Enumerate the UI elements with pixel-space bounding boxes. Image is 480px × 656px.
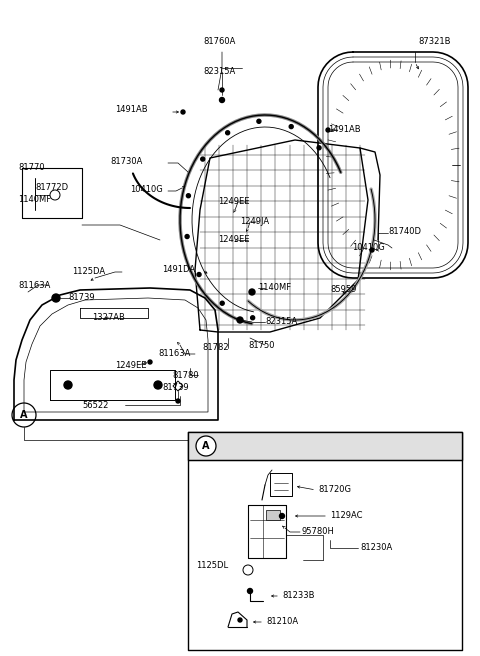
Circle shape bbox=[226, 131, 229, 134]
Text: 1327AB: 1327AB bbox=[92, 314, 125, 323]
Circle shape bbox=[248, 588, 252, 594]
Circle shape bbox=[196, 436, 216, 456]
Circle shape bbox=[251, 316, 255, 319]
Text: 81760A: 81760A bbox=[204, 37, 236, 47]
Text: 81782: 81782 bbox=[202, 344, 228, 352]
Text: 10410G: 10410G bbox=[352, 243, 385, 253]
Text: 81720G: 81720G bbox=[318, 485, 351, 495]
Text: 1125DA: 1125DA bbox=[72, 268, 105, 276]
Text: 95780H: 95780H bbox=[302, 527, 335, 537]
Text: 10410G: 10410G bbox=[130, 186, 163, 194]
Text: A: A bbox=[202, 441, 210, 451]
Circle shape bbox=[370, 248, 374, 252]
Text: 81163A: 81163A bbox=[158, 350, 191, 358]
Text: 1249JA: 1249JA bbox=[240, 218, 269, 226]
Circle shape bbox=[249, 289, 255, 295]
Circle shape bbox=[52, 294, 60, 302]
Text: 81739: 81739 bbox=[68, 293, 95, 302]
Text: 1125DL: 1125DL bbox=[196, 562, 228, 571]
Text: 56522: 56522 bbox=[82, 401, 108, 409]
Circle shape bbox=[279, 514, 285, 518]
Circle shape bbox=[238, 618, 242, 622]
Text: 81163A: 81163A bbox=[18, 281, 50, 291]
Circle shape bbox=[64, 381, 72, 389]
Text: A: A bbox=[20, 410, 28, 420]
Text: 81233B: 81233B bbox=[282, 592, 314, 600]
Circle shape bbox=[289, 125, 293, 129]
Text: 82315A: 82315A bbox=[265, 318, 297, 327]
Circle shape bbox=[326, 128, 330, 132]
Text: 81740D: 81740D bbox=[388, 228, 421, 237]
Text: 87321B: 87321B bbox=[418, 37, 451, 47]
Bar bbox=[266, 510, 280, 520]
Circle shape bbox=[201, 157, 205, 161]
Text: 81210A: 81210A bbox=[266, 617, 298, 626]
Text: 1491AB: 1491AB bbox=[328, 125, 360, 134]
Text: 81750: 81750 bbox=[248, 340, 275, 350]
Text: 81780: 81780 bbox=[172, 371, 199, 380]
Circle shape bbox=[237, 317, 243, 323]
Circle shape bbox=[257, 119, 261, 123]
Circle shape bbox=[181, 110, 185, 114]
Text: 81230A: 81230A bbox=[360, 544, 392, 552]
Circle shape bbox=[50, 190, 60, 200]
Circle shape bbox=[176, 399, 180, 403]
Bar bbox=[188, 432, 462, 460]
Circle shape bbox=[185, 235, 189, 239]
Circle shape bbox=[243, 565, 253, 575]
Circle shape bbox=[220, 88, 224, 92]
Text: 1129AC: 1129AC bbox=[330, 512, 362, 520]
Text: 82315A: 82315A bbox=[204, 68, 236, 77]
Text: 81739: 81739 bbox=[162, 384, 189, 392]
Text: 85959: 85959 bbox=[330, 285, 356, 295]
Text: 81730A: 81730A bbox=[110, 157, 143, 167]
Text: 1249EE: 1249EE bbox=[218, 236, 250, 245]
Text: 81770: 81770 bbox=[18, 163, 45, 173]
Circle shape bbox=[220, 301, 224, 305]
Circle shape bbox=[148, 360, 152, 364]
Text: 1249EE: 1249EE bbox=[115, 361, 146, 369]
Circle shape bbox=[154, 381, 162, 389]
Text: 1249EE: 1249EE bbox=[218, 197, 250, 207]
Text: 1140MF: 1140MF bbox=[258, 283, 291, 293]
Text: 1140MF: 1140MF bbox=[18, 195, 51, 205]
Circle shape bbox=[317, 146, 321, 150]
Circle shape bbox=[197, 272, 201, 277]
Text: 1491AB: 1491AB bbox=[115, 106, 148, 115]
Circle shape bbox=[219, 98, 225, 102]
Circle shape bbox=[186, 194, 191, 197]
Text: 1491DA: 1491DA bbox=[162, 266, 195, 274]
Text: 81772D: 81772D bbox=[35, 184, 68, 192]
